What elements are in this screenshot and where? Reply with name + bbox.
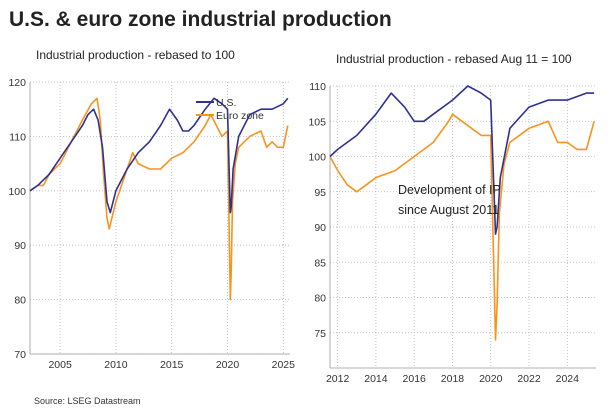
right-chart-title: Industrial production - rebased Aug 11 =…	[336, 52, 572, 66]
left-chart-ytick-label: 80	[14, 295, 26, 307]
right-chart-ytick-label: 90	[314, 222, 326, 234]
right-chart-ytick-label: 110	[309, 81, 326, 93]
right-chart-xtick-label: 2020	[479, 373, 503, 385]
left-chart: 70 80 90 100 110 120 2005 2010 2015 2020 2025	[8, 77, 295, 371]
right-chart-ytick-label: 95	[314, 187, 326, 199]
right-chart-xtick-label: 2018	[441, 373, 465, 385]
right-chart-xtick-label: 2022	[517, 373, 541, 385]
legend: U.S. Euro zone	[196, 97, 264, 122]
source-note: Source: LSEG Datastream	[34, 396, 141, 406]
left-chart-ytick-label: 70	[14, 349, 26, 361]
left-chart-xtick-label: 2005	[48, 359, 72, 371]
page-title: U.S. & euro zone industrial production	[9, 8, 392, 31]
right-chart-xtick-label: 2016	[403, 373, 427, 385]
left-chart-series-euro-zone-line	[29, 97, 289, 301]
right-chart-xtick-label: 2014	[364, 373, 388, 385]
right-chart-series-euro-zone-line	[329, 113, 595, 341]
right-chart-xtick-label: 2012	[326, 373, 350, 385]
right-chart-ytick-label: 100	[308, 152, 326, 164]
legend-ez-label: Euro zone	[216, 110, 264, 122]
right-chart-ytick-label: 105	[308, 116, 326, 128]
left-chart-xtick-label: 2020	[216, 359, 240, 371]
left-chart-xtick-label: 2010	[104, 359, 128, 371]
left-chart-xtick-label: 2025	[272, 359, 296, 371]
right-chart-xtick-label: 2024	[556, 373, 580, 385]
annotation-line-1: Development of IP	[398, 183, 501, 197]
legend-us-label: U.S.	[216, 97, 236, 109]
left-chart-series-us-line	[29, 97, 289, 214]
left-chart-ytick-label: 90	[14, 240, 26, 252]
left-chart-ytick-label: 110	[9, 131, 26, 143]
left-chart-xtick-label: 2015	[160, 359, 184, 371]
right-chart-ytick-label: 85	[314, 257, 326, 269]
left-chart-ytick-label: 120	[8, 77, 26, 89]
right-chart-ytick-label: 75	[314, 328, 326, 340]
left-chart-ytick-label: 100	[8, 186, 26, 198]
right-chart: 75 80 85 90 95 100 105 110 2012 2014 2016 2018 2020 2…	[308, 81, 596, 385]
left-chart-title: Industrial production - rebased to 100	[36, 48, 235, 62]
annotation-line-2: since August 2011	[398, 203, 499, 217]
right-chart-ytick-label: 80	[314, 293, 326, 305]
right-chart-series-us-line	[329, 85, 595, 235]
